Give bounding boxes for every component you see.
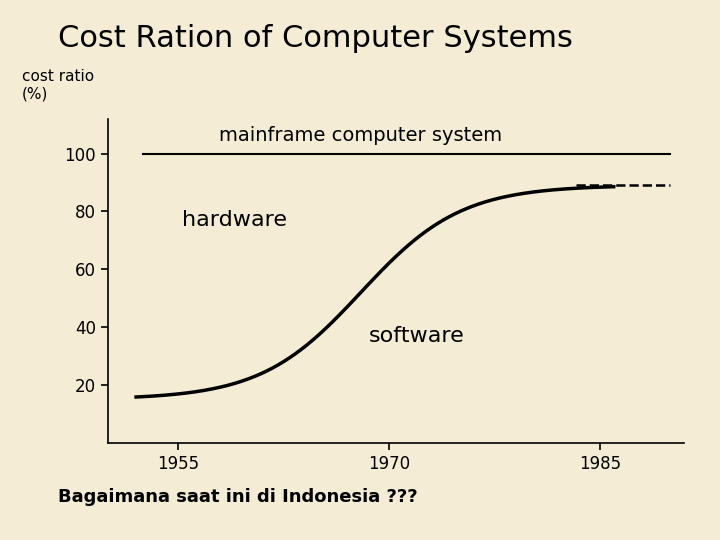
Text: hardware: hardware — [182, 210, 287, 230]
Text: Cost Ration of Computer Systems: Cost Ration of Computer Systems — [58, 24, 572, 53]
Text: Bagaimana saat ini di Indonesia ???: Bagaimana saat ini di Indonesia ??? — [58, 488, 417, 506]
Text: mainframe computer system: mainframe computer system — [220, 126, 503, 145]
Text: cost ratio: cost ratio — [22, 69, 94, 84]
Text: (%): (%) — [22, 86, 48, 102]
Text: software: software — [369, 326, 465, 346]
